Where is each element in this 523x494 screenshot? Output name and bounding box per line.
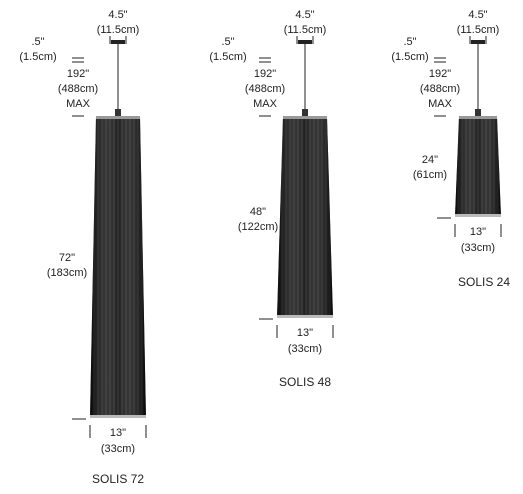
cable-cm: (488cm) — [58, 83, 98, 95]
width-cm: (33cm) — [288, 343, 322, 355]
cable-cm: (488cm) — [245, 83, 285, 95]
cable-note: MAX — [428, 98, 453, 110]
canopy-width-in: 4.5" — [108, 9, 127, 21]
shade-rim — [90, 415, 146, 418]
height-cm: (61cm) — [413, 169, 447, 181]
height-in: 72" — [59, 252, 75, 264]
canopy-height-in: .5" — [31, 36, 44, 48]
canopy-width-cm: (11.5cm) — [284, 24, 327, 36]
product-name: SOLIS 48 — [279, 375, 331, 389]
shade-shading — [277, 117, 333, 318]
shade-shading — [90, 117, 146, 418]
canopy — [298, 40, 312, 44]
canopy-height-cm: (1.5cm) — [19, 51, 56, 63]
cable-note: MAX — [253, 98, 278, 110]
cable-in: 192" — [254, 68, 276, 80]
height-in: 48" — [250, 206, 266, 218]
canopy-width-in: 4.5" — [295, 9, 314, 21]
cable-note: MAX — [66, 98, 91, 110]
canopy-height-in: .5" — [221, 36, 234, 48]
canopy-height-cm: (1.5cm) — [209, 51, 246, 63]
shade-shading — [455, 117, 501, 217]
width-cm: (33cm) — [461, 242, 495, 254]
shade-top — [283, 116, 327, 119]
cable-cm: (488cm) — [420, 83, 460, 95]
shade-top — [96, 116, 140, 119]
width-cm: (33cm) — [101, 443, 135, 455]
width-in: 13" — [297, 327, 313, 339]
canopy-width-cm: (11.5cm) — [97, 24, 140, 36]
canopy-height-in: .5" — [403, 36, 416, 48]
connector — [115, 109, 121, 116]
height-cm: (183cm) — [47, 267, 87, 279]
cable-in: 192" — [429, 68, 451, 80]
height-in: 24" — [422, 154, 438, 166]
width-in: 13" — [110, 427, 126, 439]
cable-in: 192" — [67, 68, 89, 80]
canopy — [471, 40, 485, 44]
product-name: SOLIS 72 — [92, 472, 144, 486]
shade-top — [459, 116, 497, 119]
product-name: SOLIS 24 — [458, 275, 510, 289]
connector — [475, 109, 481, 116]
canopy-width-cm: (11.5cm) — [457, 24, 500, 36]
width-in: 13" — [470, 226, 486, 238]
canopy-height-cm: (1.5cm) — [391, 51, 428, 63]
shade-rim — [455, 214, 501, 217]
height-cm: (122cm) — [238, 221, 278, 233]
canopy — [111, 40, 125, 44]
connector — [302, 109, 308, 116]
shade-rim — [277, 315, 333, 318]
canopy-width-in: 4.5" — [468, 9, 487, 21]
